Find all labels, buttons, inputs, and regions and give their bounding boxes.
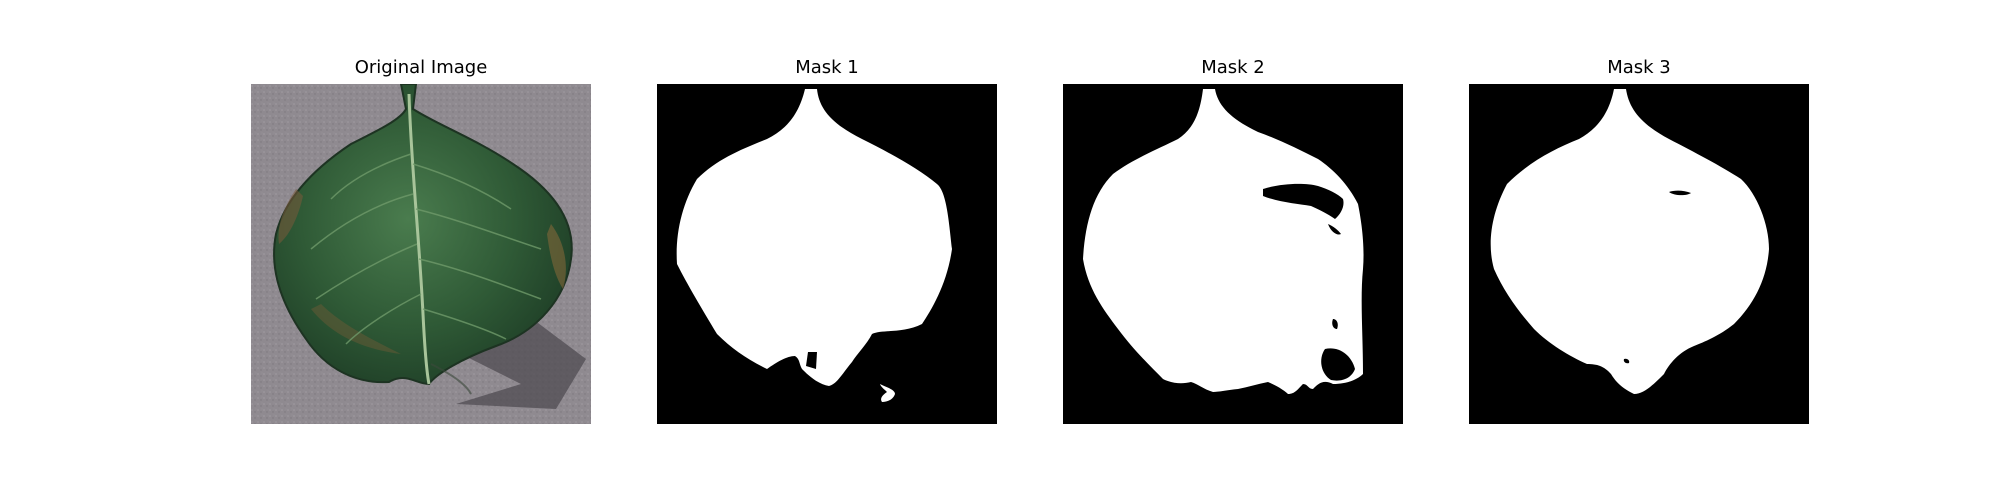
panel-mask-3: Mask 3 [1469,0,1809,500]
panel-title: Mask 3 [1607,57,1671,78]
panel-title: Mask 1 [795,57,859,78]
panel-original-image: Original Image [251,0,591,500]
panel-mask-2: Mask 2 [1063,0,1403,500]
panel-title: Original Image [354,57,488,78]
original-leaf-photo [251,84,591,424]
panel-mask-1: Mask 1 [657,0,997,500]
panel-title: Mask 2 [1201,57,1265,78]
mask-2-image [1063,84,1403,424]
mask-1-image [657,84,997,424]
mask-3-image [1469,84,1809,424]
